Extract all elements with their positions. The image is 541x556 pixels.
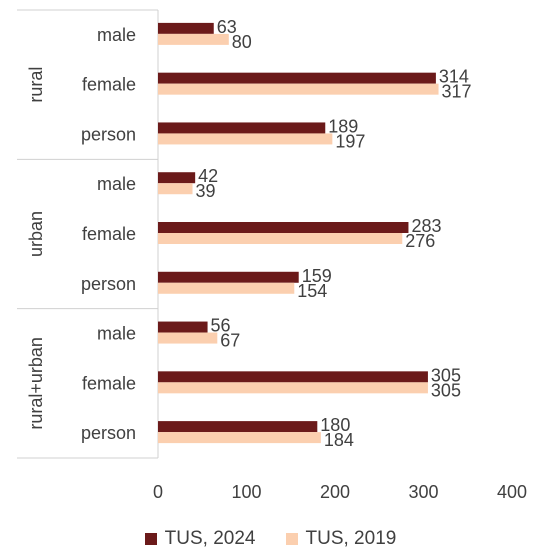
category-label: person <box>81 124 136 144</box>
bar-tus-2019 <box>158 382 428 394</box>
data-label-tus-2019: 317 <box>442 82 472 102</box>
data-label-tus-2019: 305 <box>431 380 461 400</box>
data-label-tus-2024: 305 <box>431 365 461 385</box>
bar-tus-2019 <box>158 133 333 145</box>
bar-tus-2019 <box>158 432 321 444</box>
category-label: male <box>97 324 136 344</box>
data-label-tus-2024: 283 <box>411 216 441 236</box>
bar-chart: rural male female person urban male female pers… <box>17 9 527 502</box>
legend-swatch-tus-2024 <box>144 533 157 545</box>
category-label: male <box>97 25 136 45</box>
bar-tus-2024 <box>158 22 214 34</box>
legend-swatch-tus-2019 <box>285 533 298 545</box>
x-tick-label: 200 <box>320 482 350 502</box>
bar-tus-2019 <box>158 33 229 45</box>
x-tick-label: 0 <box>153 482 163 502</box>
bar-tus-2024 <box>158 371 428 383</box>
bar-tus-2019 <box>158 332 218 344</box>
bar-tus-2024 <box>158 271 299 283</box>
category-label: female <box>82 75 136 95</box>
group-label-rural: rural <box>26 67 46 103</box>
category-label: female <box>82 224 136 244</box>
bar-tus-2019 <box>158 282 295 294</box>
bar-tus-2024 <box>158 321 208 333</box>
category-label: person <box>81 423 136 443</box>
data-label-tus-2019: 276 <box>405 231 435 251</box>
category-label: female <box>82 373 136 393</box>
bar-tus-2024 <box>158 122 326 134</box>
legend-item-tus-2019: TUS, 2019 <box>285 528 397 550</box>
data-label-tus-2019: 154 <box>297 281 327 301</box>
data-label-tus-2024: 42 <box>198 166 218 186</box>
data-label-tus-2019: 80 <box>232 32 252 52</box>
bar-tus-2019 <box>158 83 439 95</box>
bar-tus-2024 <box>158 172 196 184</box>
data-label-tus-2024: 159 <box>302 266 332 286</box>
bar-tus-2024 <box>158 222 409 233</box>
bar-tus-2024 <box>158 72 436 84</box>
legend-label-tus-2024: TUS, 2024 <box>164 528 256 549</box>
data-label-tus-2024: 180 <box>320 415 350 435</box>
x-tick-label: 100 <box>231 482 261 502</box>
category-label: person <box>81 274 136 294</box>
data-label-tus-2024: 314 <box>439 67 469 87</box>
x-tick-label: 400 <box>497 482 527 502</box>
data-label-tus-2024: 56 <box>211 316 231 336</box>
group-label-rural-urban: rural+urban <box>26 337 46 430</box>
group-label-urban: urban <box>26 211 46 257</box>
bar-tus-2024 <box>158 421 318 433</box>
data-label-tus-2019: 39 <box>196 181 216 201</box>
legend: TUS, 2024 TUS, 2019 <box>0 528 541 550</box>
data-label-tus-2024: 63 <box>217 17 237 37</box>
data-label-tus-2019: 184 <box>324 430 354 450</box>
data-label-tus-2019: 197 <box>335 131 365 151</box>
bar-tus-2019 <box>158 233 403 244</box>
legend-item-tus-2024: TUS, 2024 <box>144 528 256 550</box>
data-label-tus-2019: 67 <box>220 331 240 351</box>
category-label: male <box>97 174 136 194</box>
x-tick-label: 300 <box>408 482 438 502</box>
legend-label-tus-2019: TUS, 2019 <box>305 528 397 549</box>
data-label-tus-2024: 189 <box>328 116 358 136</box>
bar-tus-2019 <box>158 183 193 195</box>
